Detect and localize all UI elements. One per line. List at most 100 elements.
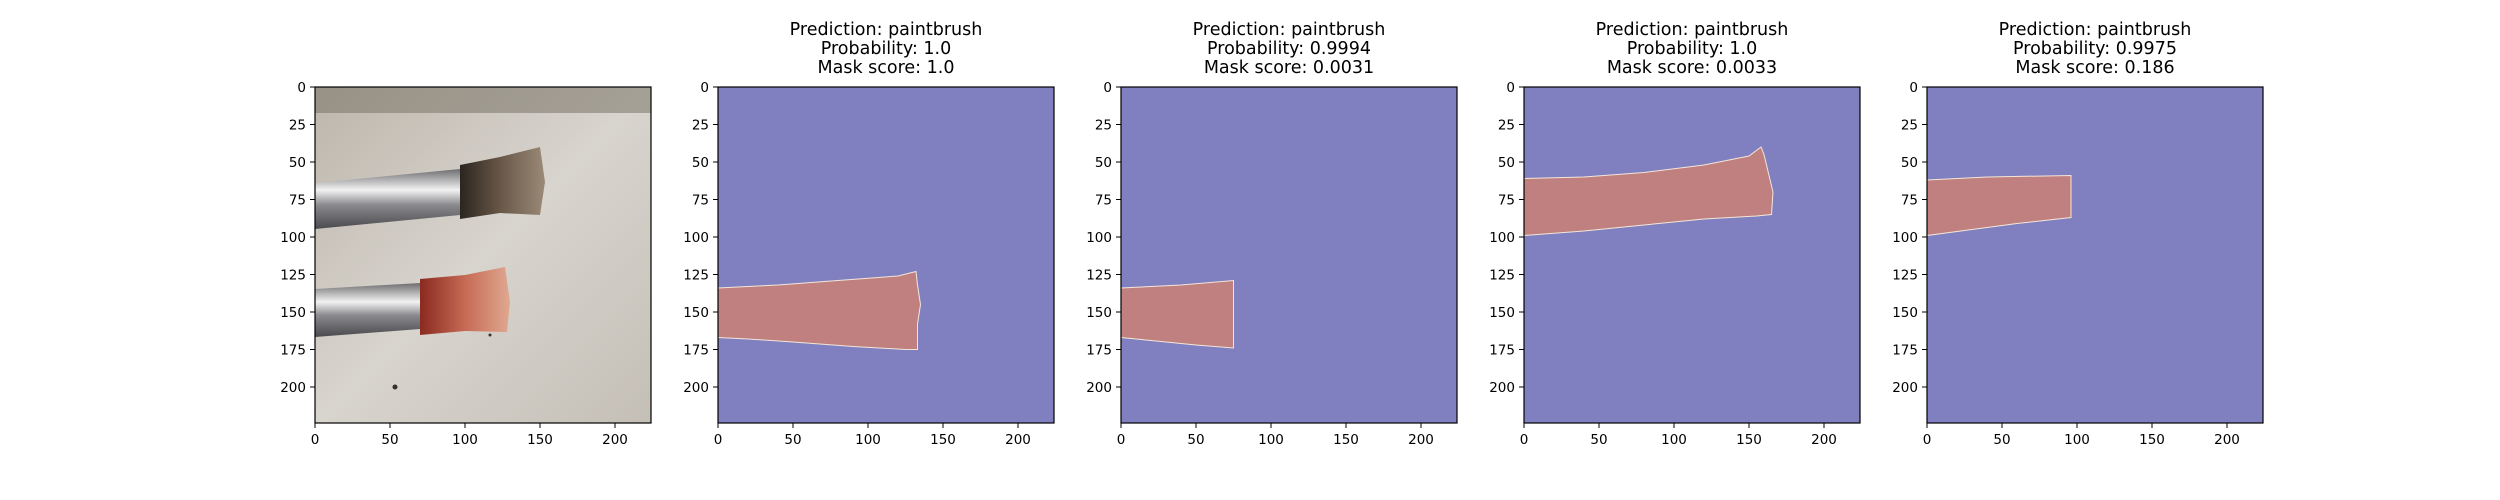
x-tick-label: 50 [381, 432, 398, 448]
mask-region [1120, 279, 1234, 349]
y-tick-label: 0 [1506, 80, 1515, 96]
x-tick-label: 0 [311, 432, 320, 448]
x-tick-label: 100 [452, 432, 478, 448]
x-tick-label: 150 [527, 432, 553, 448]
axes-frame [1926, 86, 2264, 424]
x-tick-label: 50 [1993, 432, 2010, 448]
y-tick-label: 175 [683, 343, 709, 359]
x-tick-label: 0 [1520, 432, 1529, 448]
y-tick-label: 0 [1103, 80, 1112, 96]
lower-brush-ferrule [315, 283, 420, 337]
y-tick-label: 75 [1498, 193, 1515, 209]
y-tick-label: 150 [1489, 305, 1515, 321]
y-tick-label: 50 [289, 155, 306, 171]
y-tick-label: 175 [1489, 343, 1515, 359]
x-tick-label: 50 [1187, 432, 1204, 448]
paint-speck [488, 333, 492, 337]
panel-2: 0 50 100 150 200 0 25 50 75 100 125 150 175 200 Predic… [683, 20, 1055, 448]
y-tick-label: 25 [692, 118, 709, 134]
x-tick-label: 100 [855, 432, 881, 448]
y-tick-label: 175 [1892, 343, 1918, 359]
x-tick-label: 150 [1736, 432, 1762, 448]
axes-frame [717, 86, 1055, 424]
y-tick-label: 50 [692, 155, 709, 171]
y-tick-label: 100 [1086, 230, 1112, 246]
y-tick-label: 200 [1086, 380, 1112, 396]
x-tick-label: 200 [1408, 432, 1434, 448]
y-tick-label: 125 [280, 268, 306, 284]
y-tick-label: 100 [683, 230, 709, 246]
axes-frame [1523, 86, 1861, 424]
axes-frame [314, 86, 652, 424]
y-tick-label: 0 [700, 80, 709, 96]
y-tick-label: 200 [1489, 380, 1515, 396]
x-tick-label: 200 [1811, 432, 1837, 448]
photo-shadow-top [315, 87, 651, 113]
y-tick-label: 150 [1086, 305, 1112, 321]
panel-5: 0 50 100 150 200 0 25 50 75 100 125 150 175 200 Predic… [1892, 20, 2264, 448]
y-tick-label: 75 [1095, 193, 1112, 209]
y-tick-label: 100 [1489, 230, 1515, 246]
x-tick-label: 200 [2214, 432, 2240, 448]
y-tick-label: 50 [1901, 155, 1918, 171]
upper-brush-ferrule [315, 169, 460, 229]
y-tick-label: 0 [297, 80, 306, 96]
y-tick-label: 125 [1086, 268, 1112, 284]
x-tick-label: 100 [1661, 432, 1687, 448]
y-tick-label: 150 [280, 305, 306, 321]
panel-title-line: Mask score: 0.0033 [1607, 58, 1777, 78]
y-tick-label: 25 [1498, 118, 1515, 134]
panel-title-line: Mask score: 0.0031 [1204, 58, 1374, 78]
panel-4: 0 50 100 150 200 0 25 50 75 100 125 150 175 200 Predic… [1489, 20, 1861, 448]
y-tick-label: 100 [1892, 230, 1918, 246]
panel-3: 0 50 100 150 200 0 25 50 75 100 125 150 175 200 Predic… [1086, 20, 1458, 448]
panel-title-line: Probability: 0.9994 [1207, 39, 1371, 59]
mask-region [717, 270, 922, 350]
paint-speck [392, 384, 398, 390]
panel-title-line: Mask score: 0.186 [2015, 58, 2174, 78]
x-tick-label: 100 [1258, 432, 1284, 448]
y-tick-label: 0 [1909, 80, 1918, 96]
panel-title-line: Prediction: paintbrush [1999, 20, 2192, 40]
y-tick-label: 200 [280, 380, 306, 396]
axes-frame [1120, 86, 1458, 424]
panel-title-line: Prediction: paintbrush [1193, 20, 1386, 40]
y-tick-label: 200 [683, 380, 709, 396]
panel-title-line: Probability: 1.0 [1627, 39, 1758, 59]
y-tick-label: 25 [1901, 118, 1918, 134]
panel-title-line: Probability: 0.9975 [2013, 39, 2177, 59]
x-tick-label: 0 [714, 432, 723, 448]
photo-background [315, 87, 651, 423]
y-tick-label: 125 [1489, 268, 1515, 284]
mask-background [1121, 87, 1457, 423]
panel-1: 0 50 100 150 200 0 25 50 75 100 125 150 175 200 [280, 80, 652, 448]
x-tick-label: 200 [602, 432, 628, 448]
mask-region [1926, 174, 2072, 237]
x-tick-label: 0 [1923, 432, 1932, 448]
y-tick-label: 175 [280, 343, 306, 359]
mask-background [718, 87, 1054, 423]
x-tick-label: 50 [784, 432, 801, 448]
y-tick-label: 100 [280, 230, 306, 246]
y-tick-label: 25 [289, 118, 306, 134]
x-tick-label: 200 [1005, 432, 1031, 448]
y-tick-label: 25 [1095, 118, 1112, 134]
y-tick-label: 75 [289, 193, 306, 209]
x-tick-label: 150 [930, 432, 956, 448]
y-tick-label: 150 [683, 305, 709, 321]
y-tick-label: 75 [1901, 193, 1918, 209]
panel-title-line: Probability: 1.0 [821, 39, 952, 59]
mask-background [1524, 87, 1860, 423]
y-tick-label: 200 [1892, 380, 1918, 396]
y-tick-label: 125 [1892, 268, 1918, 284]
y-tick-label: 50 [1095, 155, 1112, 171]
lower-brush-bristles [420, 267, 510, 335]
mask-region [1523, 146, 1774, 237]
mask-background [1927, 87, 2263, 423]
panel-title-line: Prediction: paintbrush [1596, 20, 1789, 40]
x-tick-label: 0 [1117, 432, 1126, 448]
y-tick-label: 50 [1498, 155, 1515, 171]
y-tick-label: 125 [683, 268, 709, 284]
x-tick-label: 150 [2139, 432, 2165, 448]
